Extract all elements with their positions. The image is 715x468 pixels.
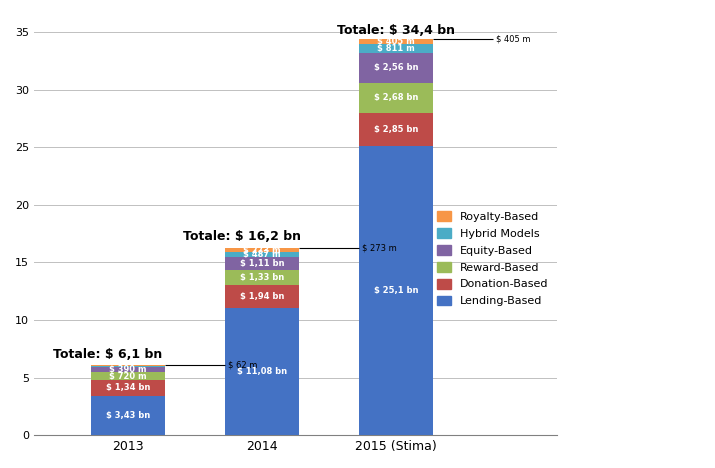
Text: $ 1,33 bn: $ 1,33 bn (240, 273, 284, 282)
Text: $ 25,1 bn: $ 25,1 bn (374, 286, 418, 295)
Text: $ 405 m: $ 405 m (378, 37, 415, 46)
Text: $ 2,56 bn: $ 2,56 bn (374, 63, 418, 73)
Bar (359, 53, 433, 82)
Text: Totale: $ 34,4 bn: Totale: $ 34,4 bn (337, 24, 455, 37)
Bar (225, 252, 299, 257)
Bar (359, 44, 433, 53)
Text: Totale: $ 6,1 bn: Totale: $ 6,1 bn (53, 348, 162, 361)
Bar (91, 367, 164, 372)
Bar (359, 146, 433, 435)
Text: $ 62 m: $ 62 m (228, 361, 257, 370)
Bar (359, 82, 433, 113)
Text: $ 1,94 bn: $ 1,94 bn (240, 292, 284, 301)
Bar (225, 285, 299, 307)
Bar (225, 270, 299, 285)
Text: $ 1,34 bn: $ 1,34 bn (106, 383, 150, 393)
Bar (91, 380, 164, 395)
Bar (91, 366, 164, 367)
Text: $ 3,43 bn: $ 3,43 bn (106, 411, 150, 420)
Bar (91, 395, 164, 435)
Bar (359, 113, 433, 146)
Text: $ 405 m: $ 405 m (496, 35, 531, 44)
Text: $ 390 m: $ 390 m (109, 365, 147, 374)
Text: Totale: $ 16,2 bn: Totale: $ 16,2 bn (183, 230, 301, 243)
Text: $ 2,68 bn: $ 2,68 bn (374, 94, 418, 102)
Bar (91, 372, 164, 380)
Text: $ 273 m: $ 273 m (362, 244, 397, 253)
Bar (225, 257, 299, 270)
Bar (359, 39, 433, 44)
Text: $ 811 m: $ 811 m (378, 44, 415, 53)
Text: $ 720 m: $ 720 m (109, 372, 147, 380)
Text: $ 273 m: $ 273 m (243, 246, 281, 255)
Bar (225, 249, 299, 252)
Text: $ 1,11 bn: $ 1,11 bn (240, 259, 285, 268)
Text: $ 11,08 bn: $ 11,08 bn (237, 367, 287, 376)
Text: $ 487 m: $ 487 m (243, 250, 281, 259)
Legend: Royalty-Based, Hybrid Models, Equity-Based, Reward-Based, Donation-Based, Lendin: Royalty-Based, Hybrid Models, Equity-Bas… (434, 208, 551, 310)
Text: $ 2,85 bn: $ 2,85 bn (374, 125, 418, 134)
Bar (225, 307, 299, 435)
